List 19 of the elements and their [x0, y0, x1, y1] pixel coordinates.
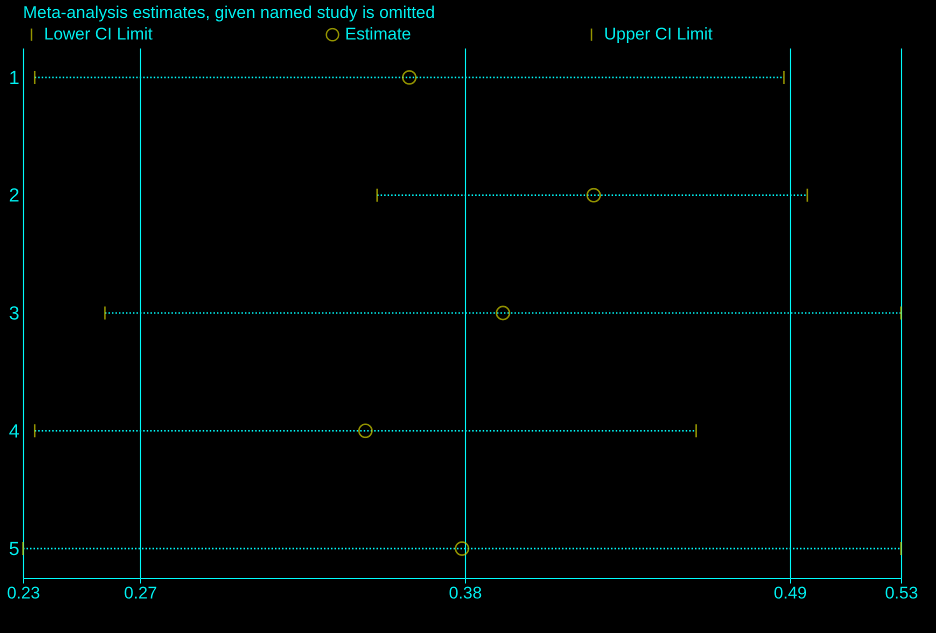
x-tick-label: 0.38 [448, 584, 482, 602]
point [496, 306, 510, 320]
legend-label: Estimate [345, 24, 412, 44]
x-tick-label: 0.53 [884, 584, 918, 602]
y-tick-label: 2 [8, 186, 20, 207]
y-tick-label: 5 [8, 539, 20, 560]
y-tick-label: 4 [8, 421, 20, 442]
legend-label: Upper CI Limit [604, 24, 713, 44]
x-tick-label: 0.23 [6, 584, 40, 602]
point [586, 188, 602, 203]
point [454, 541, 470, 556]
legend-label: Lower CI Limit [44, 24, 153, 44]
point [402, 70, 417, 85]
y-tick-label: 3 [8, 304, 20, 324]
y-tick-label: 1 [8, 68, 20, 89]
x-tick-label: 0.27 [124, 584, 158, 602]
point [358, 423, 373, 438]
x-tick-label: 0.49 [774, 584, 807, 602]
chart-title: Meta-analysis estimates, given named study is omitted [23, 3, 435, 22]
